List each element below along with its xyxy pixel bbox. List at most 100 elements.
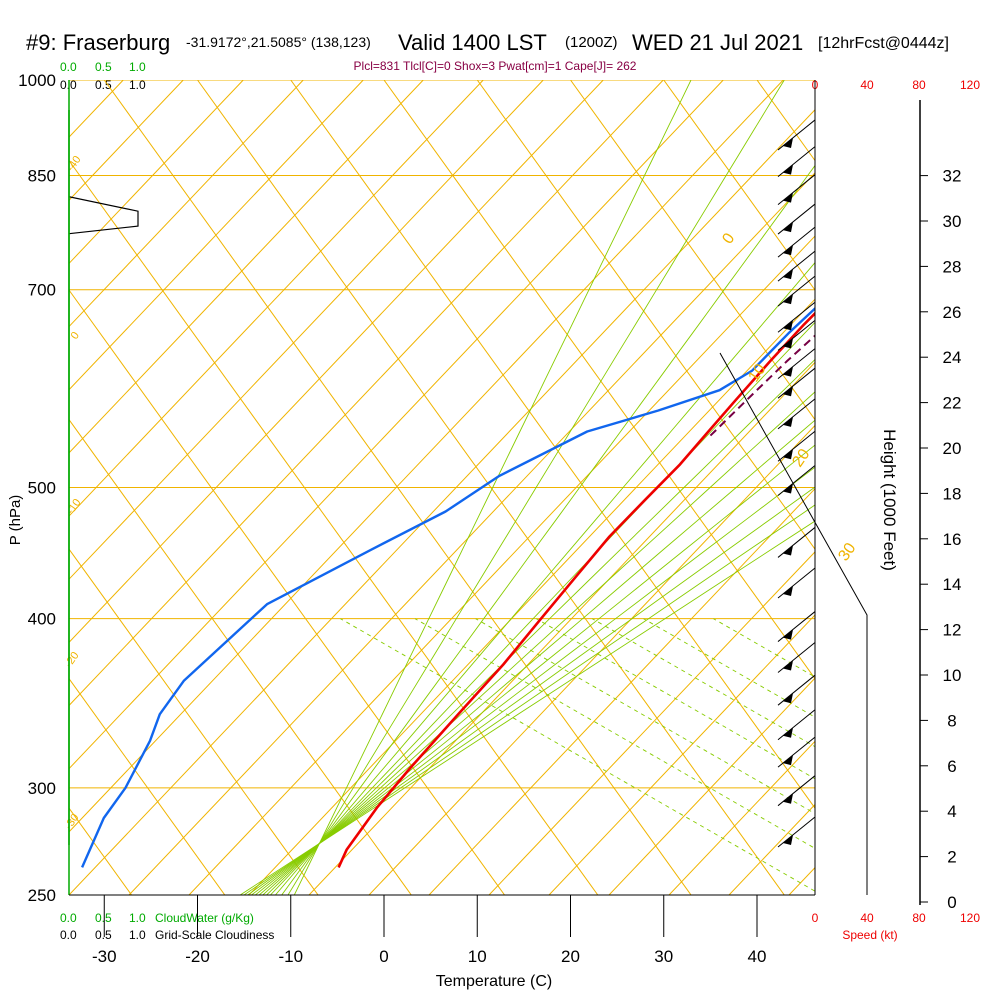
height-tick-label: 2 (947, 848, 956, 867)
isotherm-line (69, 548, 319, 895)
wind-barb (777, 203, 815, 235)
speed-tick-bottom-1: 40 (860, 911, 874, 925)
temperature-tick-label: -10 (278, 947, 303, 966)
dry-adiabat-line (368, 424, 815, 895)
plot-layer (69, 119, 815, 868)
height-tick-label: 18 (943, 484, 962, 503)
speed-tick-top-3: 120 (960, 78, 980, 92)
temperature-axis-label: Temperature (C) (436, 973, 552, 990)
temperature-profile (337, 311, 815, 868)
height-tick-label: 10 (943, 666, 962, 685)
dry-adiabat-line (488, 551, 815, 895)
isotherm-line (383, 80, 815, 680)
wind-barb (777, 174, 815, 206)
isotherm-line (290, 80, 815, 809)
wind-barb (777, 430, 815, 462)
wind-barb (777, 611, 815, 642)
isotherm-label: 0 (69, 330, 82, 342)
temperature-tick-label: 40 (748, 947, 767, 966)
dewpoint-profile (81, 306, 815, 868)
moist-adiabat-line (275, 261, 815, 895)
height-tick-label: 4 (947, 802, 956, 821)
height-tick-label: 24 (943, 348, 962, 367)
temperature-tick-label: 0 (379, 947, 388, 966)
height-tick-label: 22 (943, 394, 962, 413)
temperature-tick-label: 10 (468, 947, 487, 966)
dry-adiabat-line (69, 80, 724, 770)
speed-tick-bottom-0: 0 (812, 911, 819, 925)
cloudiness-legend: Grid-Scale Cloudiness (155, 928, 274, 942)
forecast-date: WED 21 Jul 2021 (632, 30, 803, 55)
cloudwater-tick-bottom-0: 0.0 (60, 911, 77, 925)
wind-barb (777, 642, 815, 673)
wind-barb (777, 709, 815, 741)
isotherm-line (69, 418, 412, 895)
indices-line: Plcl=831 Tlcl[C]=0 Shox=3 Pwat[cm]=1 Cap… (354, 59, 637, 73)
height-tick-label: 12 (943, 621, 962, 640)
dry-adiabat-line (668, 740, 815, 895)
wind-barb (777, 226, 815, 258)
dry-adiabat-line (69, 80, 604, 644)
pressure-tick-label: 700 (28, 281, 56, 300)
wind-barb (777, 250, 815, 282)
wind-barb (777, 319, 815, 351)
wind-barb (777, 775, 815, 807)
wind-barb (777, 275, 815, 307)
wind-barb (777, 465, 815, 496)
moist-adiabat-line (239, 520, 815, 895)
temperature-tick-label: 30 (654, 947, 673, 966)
isotherm-line (197, 80, 785, 895)
height-tick-label: 30 (943, 212, 962, 231)
cloudwater-tick-bottom-2: 1.0 (129, 911, 146, 925)
height-tick-label: 32 (943, 167, 962, 186)
height-tick-label: 20 (943, 439, 962, 458)
isotherm-line (69, 289, 505, 895)
moist-adiabat-line (258, 419, 815, 895)
axis-layer: 01020300-10-20-30-4025030040050070085010… (18, 71, 961, 966)
isotherm-line (663, 80, 815, 291)
dry-adiabat-line (69, 80, 364, 391)
forecast-tag: [12hrFcst@0444z] (818, 35, 949, 52)
wind-barb (777, 146, 815, 178)
temperature-tick-label: 20 (561, 947, 580, 966)
temperature-tick-label: -30 (92, 947, 117, 966)
dry-adiabat-line (69, 80, 304, 328)
cloudiness-tick-bottom-0: 0.0 (60, 928, 77, 942)
speed-axis-label: Speed (kt) (842, 928, 897, 942)
height-tick-label: 28 (943, 257, 962, 276)
dry-adiabat-line (69, 80, 784, 833)
dry-adiabat-line (128, 172, 815, 895)
height-tick-label: 0 (947, 893, 956, 912)
dry-adiabat-line (248, 298, 815, 895)
station-coords: -31.9172°,21.5085° (138,123) (186, 34, 371, 50)
height-tick-label: 14 (943, 575, 962, 594)
cloudiness-tick-bottom-2: 1.0 (129, 928, 146, 942)
wind-barb (777, 816, 815, 848)
pressure-tick-label: 850 (28, 167, 56, 186)
speed-tick-top-1: 40 (860, 78, 874, 92)
isotherm-line (69, 677, 226, 895)
cloudwater-tick-0: 0.0 (60, 60, 77, 74)
cloudwater-tick-2: 1.0 (129, 60, 146, 74)
zulu-time: (1200Z) (565, 34, 618, 51)
cloudwater-tick-1: 0.5 (95, 60, 112, 74)
wind-barb (777, 527, 815, 558)
height-axis-label: Height (1000 Feet) (880, 429, 899, 571)
wind-barb (777, 348, 815, 379)
isotherm-line (476, 80, 815, 550)
dry-adiabat-line (548, 614, 815, 895)
dry-adiabat-line (69, 80, 244, 265)
moist-adiabat-line (262, 391, 815, 895)
cloudwater-legend: CloudWater (g/Kg) (155, 911, 254, 925)
moist-adiabat-line (255, 444, 815, 895)
moist-adiabat-line (287, 80, 785, 895)
height-tick-label: 6 (947, 757, 956, 776)
dry-adiabat-line (69, 80, 484, 517)
wind-barb (777, 674, 815, 706)
wind-barb (777, 567, 815, 599)
height-tick-label: 16 (943, 530, 962, 549)
wind-barb (777, 736, 815, 768)
pressure-tick-label: 300 (28, 779, 56, 798)
parcel-profile (708, 334, 815, 438)
speed-tick-bottom-2: 80 (912, 911, 926, 925)
